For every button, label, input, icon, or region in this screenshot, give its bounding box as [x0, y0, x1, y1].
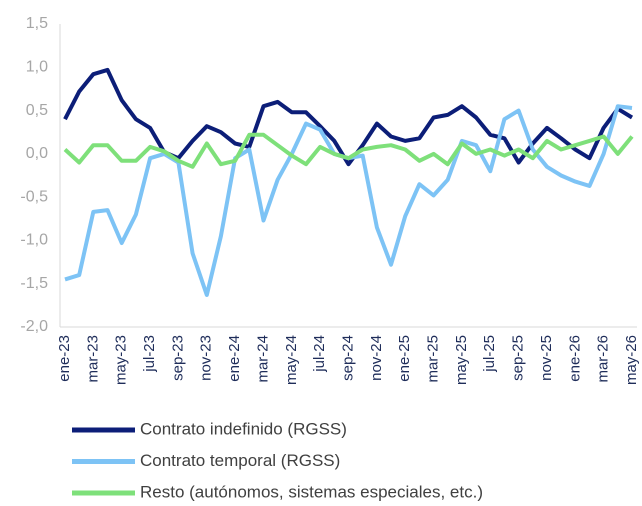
x-tick-label: ene-25 [396, 335, 413, 382]
x-tick-label: sep-24 [339, 335, 356, 381]
y-tick-label: 1,5 [26, 15, 48, 32]
series-line [63, 67, 634, 167]
x-tick-label: jul-24 [311, 335, 328, 373]
x-tick-label: ene-24 [226, 335, 243, 382]
legend-label: Contrato temporal (RGSS) [140, 451, 340, 470]
y-tick-label: 0,0 [26, 145, 48, 162]
x-tick-label: nov-25 [538, 335, 555, 381]
series-line [64, 104, 633, 297]
x-tick-label: mar-23 [84, 335, 101, 383]
y-tick-label: -0,5 [20, 188, 48, 205]
x-tick-label: nov-24 [368, 335, 385, 381]
y-tick-label: 1,0 [26, 59, 48, 76]
x-tick-label: mar-24 [254, 335, 271, 383]
x-tick-label: jul-25 [481, 335, 498, 373]
y-tick-label: -1,5 [20, 275, 48, 292]
x-tick-label: ene-23 [56, 335, 73, 382]
x-tick-label: may-23 [113, 335, 130, 385]
x-tick-label: sep-25 [510, 335, 527, 381]
y-tick-label: -2,0 [20, 318, 48, 335]
x-tick-label: ene-26 [566, 335, 583, 382]
y-tick-label: -1,0 [20, 232, 48, 249]
legend-label: Resto (autónomos, sistemas especiales, e… [140, 482, 483, 501]
x-tick-label: jul-23 [141, 335, 158, 373]
x-tick-label: nov-23 [198, 335, 215, 381]
x-tick-label: mar-26 [595, 335, 612, 383]
x-tick-label: mar-25 [425, 335, 442, 383]
x-tick-label: may-26 [623, 335, 640, 385]
x-tick-label: may-24 [283, 335, 300, 385]
x-tick-label: may-25 [453, 335, 470, 385]
x-tick-label: sep-23 [169, 335, 186, 381]
y-tick-label: 0,5 [26, 102, 48, 119]
legend-label: Contrato indefinido (RGSS) [140, 419, 347, 438]
series-line [63, 132, 634, 169]
